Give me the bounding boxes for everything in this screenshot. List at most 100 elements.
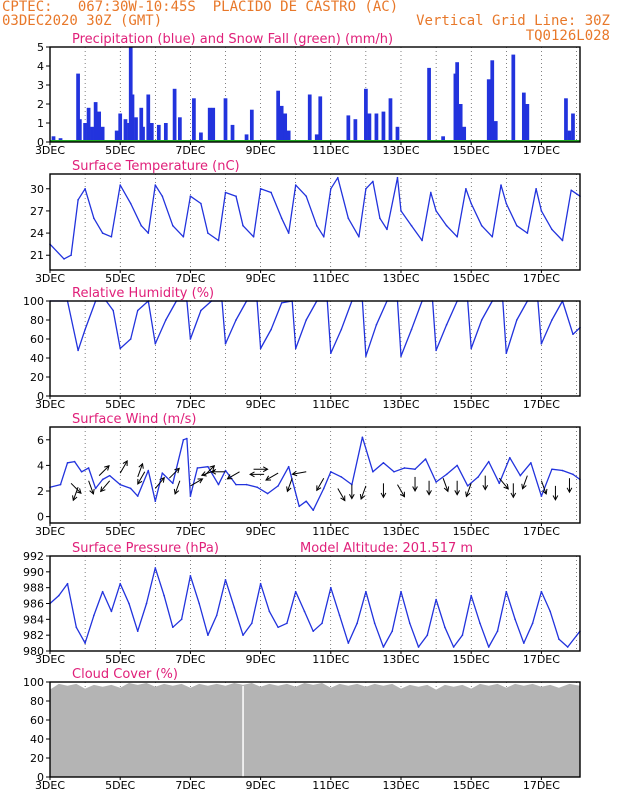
wind-point [129,487,132,490]
wind-arrow-head [173,488,180,495]
precip-bar [134,117,138,142]
wind-arrow-head [552,495,559,501]
y-tick-label: 4 [37,60,44,73]
precip-bar [100,126,105,142]
x-tick-label: 3DEC [35,779,65,792]
precip-bar [493,121,498,142]
x-tick-label: 13DEC [382,653,419,666]
wind-point [59,483,62,486]
wind-arrow [412,476,418,492]
wind-arrow-shaft [265,472,279,481]
precip-bar [353,119,358,142]
precip-bar [564,98,568,142]
temp-point [242,224,244,227]
pres-point [408,622,411,625]
wind-point [277,485,279,487]
x-tick-label: 15DEC [453,653,490,666]
temp-point [347,217,350,220]
wind-arrow-shaft [137,463,144,478]
precip-bar [86,107,91,142]
wind-arrow-head [89,488,95,495]
rh-point [329,352,332,355]
temp-point [280,217,283,220]
precip-bar [192,98,196,142]
precip-bar [314,134,319,142]
x-tick-label: 17DEC [523,144,560,157]
wind-arrow-shaft [522,475,528,489]
wind-arrow [337,488,346,502]
temp-point [119,184,121,186]
wind-arrow-head [510,492,517,499]
pres-point [66,582,69,585]
precip-bar [318,96,323,142]
wind-arrow-head [566,487,573,494]
wind-arrow-shaft [540,480,547,495]
panel-temp [46,173,581,273]
rh-point [165,319,167,321]
x-tick-label: 15DEC [453,272,490,285]
wind-arrow [249,471,265,478]
pres-point [566,646,569,648]
x-tick-label: 13DEC [382,398,419,411]
wind-arrow-shaft [286,478,293,492]
precip-bar [139,107,144,142]
temp-point [465,187,467,190]
rh-point [375,323,378,326]
rh-point [516,319,518,321]
pres-point [461,634,464,636]
wind-point [189,495,192,497]
wind-point [108,474,111,477]
rh-point [270,328,272,331]
y-tick-label: 6 [37,434,44,447]
precip-bar [283,113,288,142]
rh-point [189,338,192,340]
rh-point [294,347,297,350]
wind-point [466,485,469,487]
x-tick-label: 11DEC [312,525,349,538]
temp-point [535,187,537,190]
wind-point [305,500,308,503]
wind-arrow [119,460,128,474]
x-tick-label: 5DEC [105,653,135,666]
wind-arrow-shaft [168,467,180,479]
wind-arrow-head [503,483,509,490]
wind-point [487,460,490,463]
wind-arrow-head [197,478,204,484]
precip-bar [374,113,379,142]
rh-point [470,347,472,350]
y-tick-label: 60 [30,333,44,346]
y-tick-label: 0 [37,136,44,149]
wind-arrow [316,477,325,492]
panel-frame [49,555,581,652]
y-tick-label: 100 [23,295,44,308]
temp-point [200,202,202,205]
temp-point [140,224,143,227]
pres-point [329,586,332,589]
wind-arrow [173,480,181,495]
pres-point [224,578,227,581]
precip-bar [276,90,281,142]
y-tick-label: 988 [23,582,44,595]
rh-point [129,338,132,340]
precip-bar [141,126,145,142]
pres-point [391,630,394,633]
wind-arrow-head [76,488,82,494]
rh-point [235,319,237,321]
pres-point [259,582,262,585]
wind-arrow [359,485,367,501]
wind-point [136,495,139,497]
pres-point [487,646,490,648]
temp-point [337,176,339,179]
temp-point [70,254,72,257]
x-tick-label: 7DEC [175,272,205,285]
temp-point [372,180,374,183]
precip-bar [90,126,94,142]
wind-arrow-shaft [72,486,79,501]
y-tick-label: 80 [30,695,44,708]
precip-bar [279,105,284,142]
x-tick-label: 7DEC [175,653,205,666]
precip-bar [77,119,82,142]
temp-point [456,235,458,238]
precip-bar [249,109,254,142]
